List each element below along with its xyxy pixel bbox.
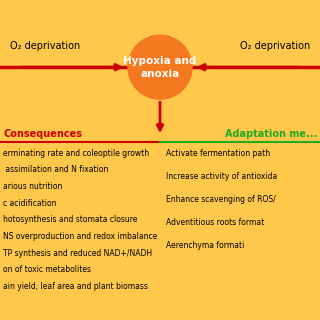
Text: NS overproduction and redox imbalance: NS overproduction and redox imbalance: [3, 232, 157, 241]
Text: O₂ deprivation: O₂ deprivation: [240, 41, 310, 52]
Text: Enhance scavenging of ROS/: Enhance scavenging of ROS/: [166, 195, 276, 204]
Text: ain yield, leaf area and plant biomass: ain yield, leaf area and plant biomass: [3, 282, 148, 291]
Text: Consequences: Consequences: [3, 129, 82, 139]
Text: arious nutrition: arious nutrition: [3, 182, 63, 191]
Circle shape: [128, 35, 192, 99]
Text: TP synthesis and reduced NAD+/NADH: TP synthesis and reduced NAD+/NADH: [3, 249, 152, 258]
Text: Activate fermentation path: Activate fermentation path: [166, 149, 270, 158]
Text: on of toxic metabolites: on of toxic metabolites: [3, 265, 91, 274]
Text: Adaptation me...: Adaptation me...: [225, 129, 317, 139]
Text: Increase activity of antioxida: Increase activity of antioxida: [166, 172, 278, 181]
Text: hotosynthesis and stomata closure: hotosynthesis and stomata closure: [3, 215, 138, 224]
Text: erminating rate and coleoptile growth: erminating rate and coleoptile growth: [3, 149, 149, 158]
Text: Hypoxia and
anoxia: Hypoxia and anoxia: [123, 56, 197, 79]
Text: assimilation and N fixation: assimilation and N fixation: [3, 165, 108, 174]
Text: Adventitious roots format: Adventitious roots format: [166, 218, 265, 227]
Text: c acidification: c acidification: [3, 199, 57, 208]
Text: Aerenchyma formati: Aerenchyma formati: [166, 241, 245, 250]
Text: O₂ deprivation: O₂ deprivation: [10, 41, 80, 52]
